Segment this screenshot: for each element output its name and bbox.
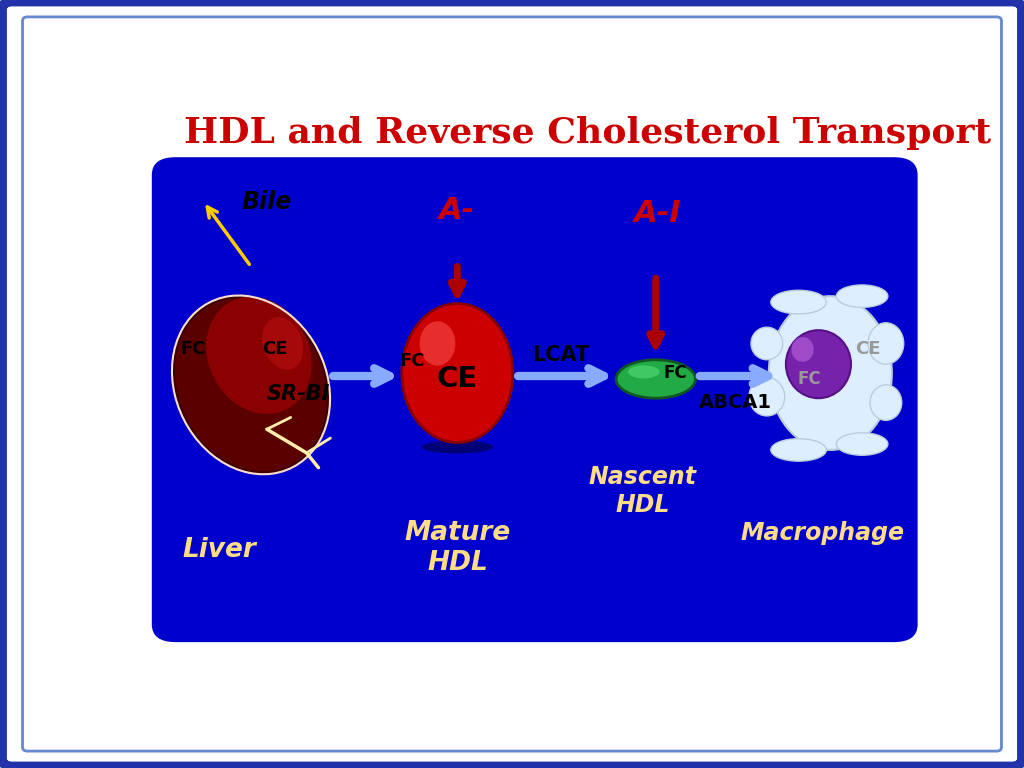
Text: CE: CE (855, 340, 881, 359)
Ellipse shape (837, 433, 888, 455)
Ellipse shape (262, 317, 303, 370)
Text: FC: FC (399, 353, 425, 370)
Text: Nascent
HDL: Nascent HDL (588, 465, 696, 517)
Ellipse shape (837, 285, 888, 307)
Text: HDL and Reverse Cholesterol Transport: HDL and Reverse Cholesterol Transport (183, 116, 990, 150)
Text: LCAT: LCAT (531, 346, 589, 366)
Ellipse shape (751, 327, 782, 359)
Ellipse shape (792, 337, 814, 362)
Ellipse shape (401, 303, 513, 442)
Ellipse shape (749, 378, 784, 416)
Text: CE: CE (436, 365, 478, 393)
Text: Mature
HDL: Mature HDL (404, 519, 511, 575)
Text: A-I: A-I (634, 199, 682, 228)
Ellipse shape (769, 296, 892, 450)
Text: FC: FC (664, 364, 687, 382)
Ellipse shape (422, 441, 494, 453)
Text: Macrophage: Macrophage (740, 521, 904, 545)
Ellipse shape (785, 330, 851, 398)
Text: CE: CE (262, 340, 288, 359)
Text: FC: FC (180, 340, 206, 359)
Text: Liver: Liver (182, 538, 256, 564)
Text: A-: A- (439, 196, 475, 225)
Ellipse shape (771, 290, 826, 314)
FancyBboxPatch shape (152, 157, 918, 642)
Ellipse shape (771, 439, 826, 461)
Ellipse shape (616, 359, 695, 398)
Ellipse shape (868, 323, 904, 364)
Text: ABCA1: ABCA1 (698, 393, 772, 412)
Ellipse shape (420, 321, 456, 366)
Ellipse shape (870, 385, 902, 420)
Text: FC: FC (797, 370, 820, 388)
Ellipse shape (174, 297, 328, 473)
Text: SR-BI: SR-BI (267, 384, 331, 404)
Ellipse shape (206, 296, 311, 414)
Ellipse shape (628, 366, 659, 379)
Text: Bile: Bile (242, 190, 292, 214)
